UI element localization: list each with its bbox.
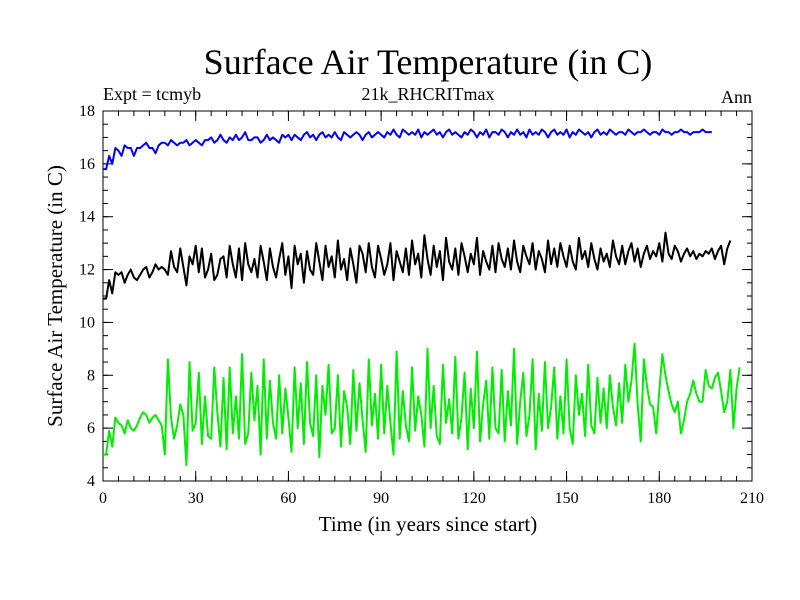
x-tick-label: 180 [647,490,671,507]
series-line-black [103,231,732,300]
series-line-blue [103,128,712,171]
season-label: Ann [721,87,752,107]
y-tick-label: 14 [79,209,95,226]
y-tick-label: 16 [79,156,95,173]
x-tick-label: 120 [462,490,486,507]
y-tick-label: 18 [79,103,95,120]
y-tick-label: 6 [87,420,95,437]
experiment-label: Expt = tcmyb [103,84,201,104]
y-tick-label: 4 [87,473,95,490]
x-tick-label: 0 [99,490,107,507]
x-tick-label: 150 [555,490,579,507]
axis-ticks [102,110,753,482]
x-tick-label: 30 [188,490,204,507]
x-tick-label: 60 [280,490,296,507]
y-tick-label: 10 [79,314,95,331]
run-label: 21k_RHCRITmax [362,84,495,104]
x-tick-label: 210 [740,490,764,507]
y-axis-label: Surface Air Temperature (in C) [43,165,67,427]
series-line-green [103,342,741,467]
y-tick-label: 8 [87,367,95,384]
x-tick-label: 90 [373,490,389,507]
y-tick-labels: 4 6 8 10 12 14 16 18 [79,103,95,490]
series-group [103,128,741,467]
chart-title: Surface Air Temperature (in C) [204,42,653,82]
x-tick-labels: 0 30 60 90 120 150 180 210 [99,490,764,507]
y-tick-label: 12 [79,262,95,279]
x-axis-label: Time (in years since start) [319,512,538,536]
